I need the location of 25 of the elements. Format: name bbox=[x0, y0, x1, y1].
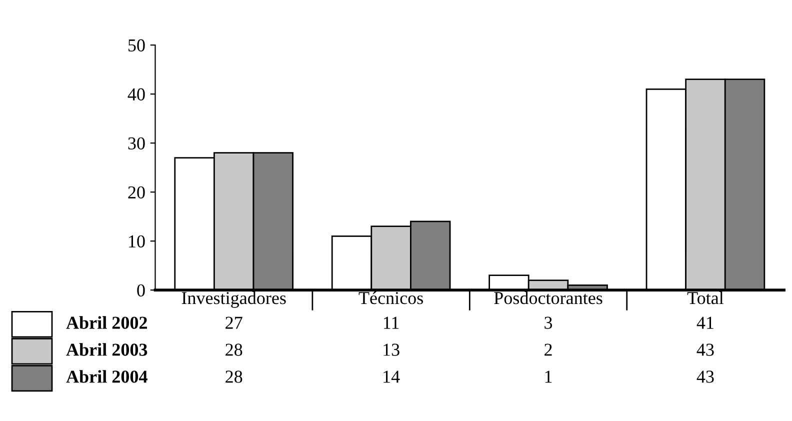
y-tick-label: 30 bbox=[128, 137, 145, 150]
x-tick-label: Total bbox=[687, 291, 724, 304]
data-label: 1 bbox=[545, 370, 552, 383]
data-label: 3 bbox=[544, 316, 552, 329]
legend-label: Abril 2003 bbox=[66, 343, 148, 356]
y-tick-label: 50 bbox=[128, 39, 145, 52]
x-tick-label: Investigadores bbox=[182, 291, 286, 308]
legend-label: Abril 2002 bbox=[66, 316, 147, 329]
data-label: 11 bbox=[384, 316, 399, 329]
x-tick-label: Posdoctorantes bbox=[494, 291, 602, 304]
data-label: 28 bbox=[226, 344, 242, 356]
y-tick-label: 10 bbox=[129, 235, 145, 248]
data-label: 28 bbox=[226, 370, 242, 383]
data-label: 2 bbox=[544, 344, 552, 356]
x-tick-label: Técnicos bbox=[358, 291, 423, 304]
y-tick-label: 0 bbox=[137, 284, 145, 297]
y-tick-label: 40 bbox=[128, 88, 145, 100]
data-label: 43 bbox=[696, 344, 714, 356]
data-label: 14 bbox=[384, 370, 400, 383]
legend-label: Abril 2004 bbox=[66, 370, 148, 383]
data-label: 41 bbox=[696, 316, 714, 329]
data-label: 27 bbox=[226, 316, 242, 329]
data-label: 43 bbox=[696, 370, 714, 383]
data-label: 13 bbox=[384, 344, 400, 356]
y-tick-label: 20 bbox=[128, 186, 145, 198]
